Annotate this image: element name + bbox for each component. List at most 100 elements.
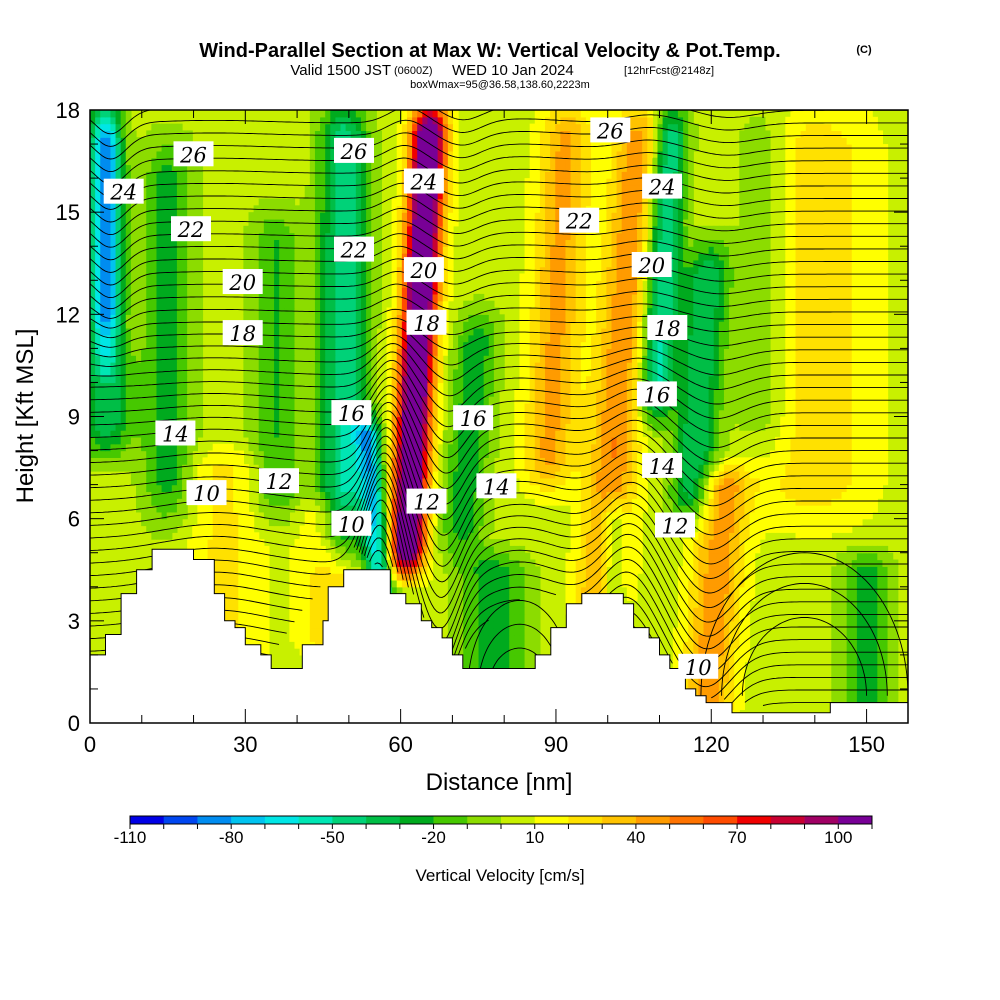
theta-label-text: 16 bbox=[644, 383, 671, 407]
theta-label-box bbox=[453, 405, 494, 431]
colorbar-swatch bbox=[635, 816, 670, 824]
colorbar-swatch bbox=[534, 816, 569, 824]
colorbar-label: Vertical Velocity [cm/s] bbox=[415, 866, 584, 885]
colorbar-swatch bbox=[197, 816, 232, 824]
theta-label: 12 bbox=[655, 512, 695, 539]
colorbar-swatch bbox=[838, 816, 873, 824]
colorbar-swatch bbox=[231, 816, 266, 824]
x-tick-label: 90 bbox=[544, 732, 568, 757]
theta-label-text: 20 bbox=[637, 254, 665, 278]
theta-label-box bbox=[403, 168, 444, 194]
x-tick-label: 150 bbox=[848, 732, 885, 757]
theta-contour-labels: 26 24 22 20 18 14 10 12 10 26 22 16 24 20 18 12 16 14 22 26… bbox=[103, 117, 719, 680]
theta-label-text: 22 bbox=[565, 210, 593, 234]
theta-label-box bbox=[406, 309, 447, 335]
box-wmax-info: boxWmax=95@36.58,138.60,2223m bbox=[410, 79, 590, 91]
theta-label-box bbox=[103, 178, 144, 204]
theta-label-box bbox=[406, 488, 447, 514]
theta-label: 24 bbox=[642, 173, 683, 200]
theta-label-box bbox=[476, 473, 517, 499]
theta-label-text: 12 bbox=[662, 515, 689, 539]
x-axis-label: Distance [nm] bbox=[426, 769, 573, 796]
colorbar-swatch bbox=[737, 816, 772, 824]
theta-label-text: 16 bbox=[460, 407, 487, 431]
theta-label-text: 18 bbox=[229, 322, 256, 346]
theta-label: 10 bbox=[331, 510, 372, 537]
colorbar-tick-label: -20 bbox=[421, 828, 446, 847]
colorbar: -110 -80 -50 -20 10 40 70 100 bbox=[114, 815, 873, 847]
colorbar-swatch bbox=[130, 816, 165, 824]
theta-label-box bbox=[259, 468, 299, 494]
y-tick-label: 18 bbox=[56, 98, 80, 123]
theta-label: 16 bbox=[636, 381, 677, 407]
theta-label-box bbox=[334, 137, 374, 163]
theta-label: 26 bbox=[334, 137, 374, 164]
forecast-info: [12hrFcst@2148z] bbox=[624, 65, 714, 77]
theta-label: 18 bbox=[406, 309, 447, 336]
theta-label: 10 bbox=[678, 653, 719, 680]
x-tick-label: 120 bbox=[693, 732, 730, 757]
theta-label: 14 bbox=[642, 452, 683, 479]
y-tick-label: 3 bbox=[68, 609, 80, 634]
colorbar-tick-label: -80 bbox=[219, 828, 244, 847]
theta-label-box bbox=[559, 207, 600, 233]
theta-label: 26 bbox=[590, 117, 631, 143]
theta-label: 18 bbox=[647, 315, 688, 341]
theta-label-box bbox=[636, 381, 677, 407]
colorbar-swatch bbox=[264, 816, 299, 824]
y-tick-label: 0 bbox=[68, 711, 80, 736]
chart-title: Wind-Parallel Section at Max W: Vertical… bbox=[199, 40, 780, 62]
colorbar-swatch bbox=[568, 816, 603, 824]
theta-label-text: 26 bbox=[340, 140, 368, 164]
theta-label-box bbox=[222, 320, 263, 346]
theta-label-text: 12 bbox=[266, 470, 293, 494]
theta-label-box bbox=[631, 252, 672, 277]
theta-label-box bbox=[590, 117, 631, 143]
colorbar-swatch bbox=[467, 816, 502, 824]
theta-label-box bbox=[403, 257, 444, 283]
theta-label-box bbox=[331, 400, 372, 426]
theta-label: 20 bbox=[631, 252, 672, 278]
y-axis: 0 3 6 9 12 15 18 bbox=[56, 98, 908, 736]
theta-label-text: 16 bbox=[338, 402, 365, 426]
colorbar-tick-label: 40 bbox=[626, 828, 645, 847]
x-tick-label: 30 bbox=[233, 732, 257, 757]
y-axis-label: Height [Kft MSL] bbox=[12, 329, 39, 504]
colorbar-swatch bbox=[366, 816, 401, 824]
valid-time-local: Valid 1500 JST bbox=[290, 62, 391, 79]
theta-label: 16 bbox=[453, 405, 494, 431]
theta-label-text: 18 bbox=[654, 317, 681, 341]
theta-label-box bbox=[331, 510, 372, 536]
theta-label-box bbox=[647, 315, 688, 340]
theta-label-text: 14 bbox=[162, 423, 189, 447]
theta-label-box bbox=[655, 512, 695, 538]
x-tick-label: 60 bbox=[388, 732, 412, 757]
theta-label: 22 bbox=[559, 207, 600, 234]
theta-label-text: 20 bbox=[410, 259, 438, 283]
theta-label: 18 bbox=[222, 320, 263, 346]
theta-label-text: 26 bbox=[179, 143, 207, 167]
colorbar-swatch bbox=[298, 816, 333, 824]
x-tick-label: 0 bbox=[84, 732, 96, 757]
theta-label-box bbox=[222, 269, 263, 294]
colorbar-swatch bbox=[669, 816, 704, 824]
colorbar-swatch bbox=[163, 816, 198, 824]
theta-label-box bbox=[678, 653, 719, 679]
theta-label: 24 bbox=[403, 168, 444, 195]
theta-label-text: 24 bbox=[410, 171, 438, 195]
colorbar-swatch bbox=[703, 816, 738, 824]
theta-label: 14 bbox=[476, 473, 517, 499]
valid-date: WED 10 Jan 2024 bbox=[452, 62, 574, 79]
theta-label: 20 bbox=[222, 269, 263, 295]
colorbar-swatch bbox=[602, 816, 637, 824]
colorbar-tick-label: 100 bbox=[824, 828, 852, 847]
theta-label-box bbox=[334, 236, 374, 262]
colorbar-tick-label: -110 bbox=[114, 828, 147, 847]
theta-label-text: 24 bbox=[648, 176, 676, 200]
y-tick-label: 6 bbox=[68, 507, 80, 532]
theta-label-text: 10 bbox=[193, 482, 220, 506]
theta-label: 22 bbox=[334, 236, 374, 263]
valid-time-utc: (0600Z) bbox=[394, 65, 433, 77]
y-tick-label: 12 bbox=[56, 302, 80, 327]
